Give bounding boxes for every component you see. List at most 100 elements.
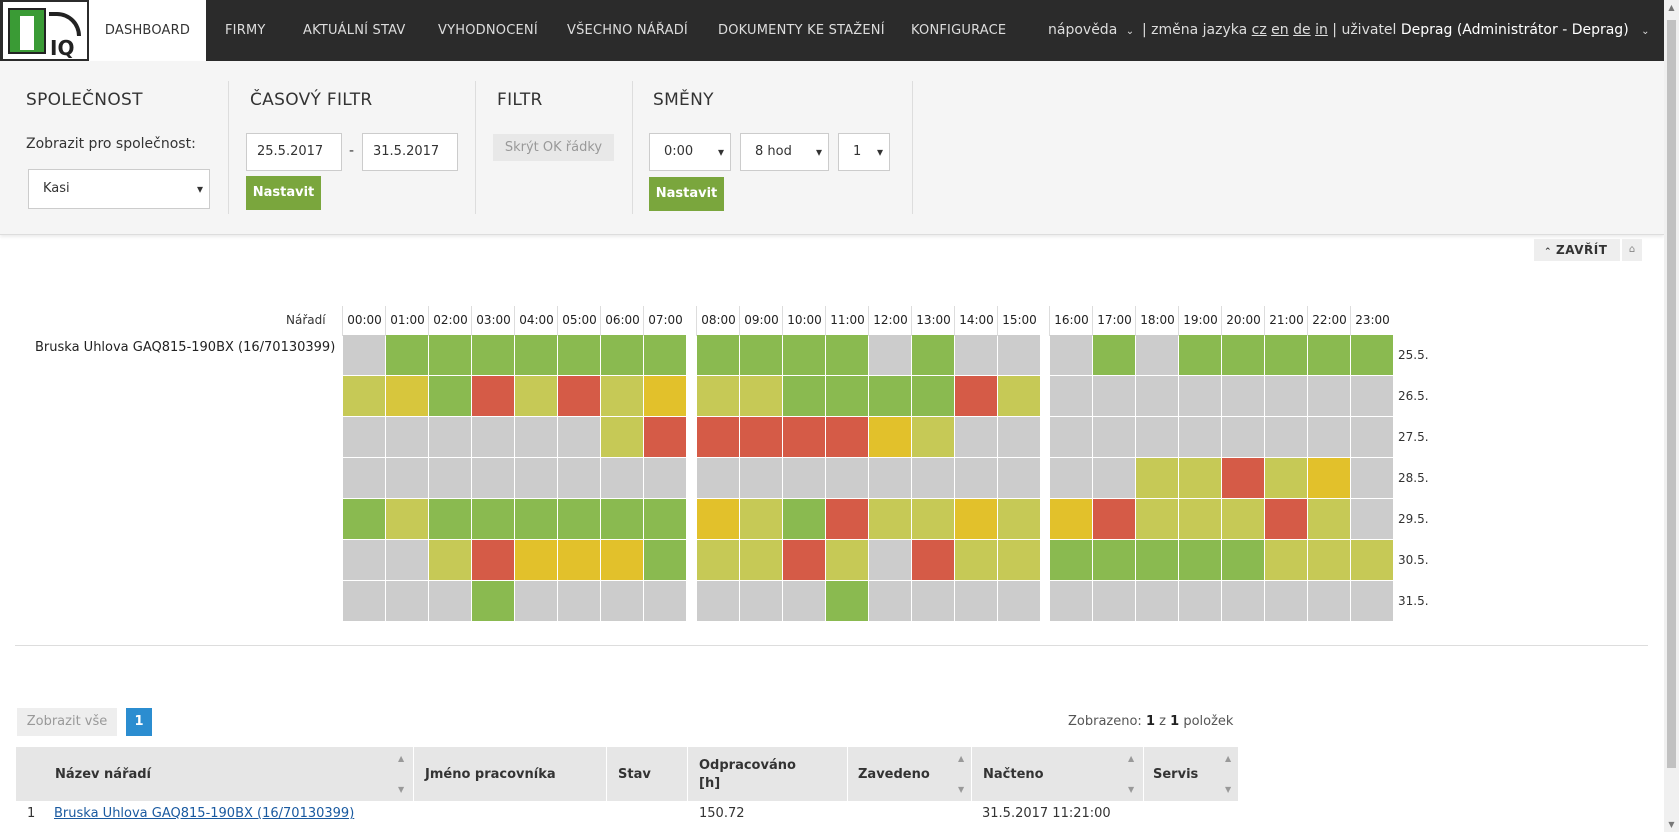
heatmap-cell[interactable] xyxy=(740,540,782,580)
heatmap-cell[interactable] xyxy=(1308,376,1350,416)
heatmap-cell[interactable] xyxy=(472,335,514,375)
heatmap-cell[interactable] xyxy=(740,417,782,457)
date-from-input[interactable]: 25.5.2017 xyxy=(246,133,342,171)
page-1-button[interactable]: 1 xyxy=(126,708,152,736)
heatmap-cell[interactable] xyxy=(472,417,514,457)
heatmap-cell[interactable] xyxy=(826,335,868,375)
nav-item-konfigurace[interactable]: KONFIGURACE xyxy=(911,23,1007,38)
shift-count-select[interactable]: 1 xyxy=(838,133,890,171)
heatmap-cell[interactable] xyxy=(1179,581,1221,621)
heatmap-cell[interactable] xyxy=(429,458,471,498)
sort-up-icon[interactable]: ▲ xyxy=(398,754,405,763)
heatmap-cell[interactable] xyxy=(869,417,911,457)
heatmap-cell[interactable] xyxy=(783,581,825,621)
heatmap-cell[interactable] xyxy=(1222,417,1264,457)
scroll-down-icon[interactable]: ▼ xyxy=(1668,820,1675,829)
heatmap-cell[interactable] xyxy=(783,335,825,375)
heatmap-cell[interactable] xyxy=(955,540,997,580)
heatmap-cell[interactable] xyxy=(998,376,1040,416)
heatmap-cell[interactable] xyxy=(826,581,868,621)
heatmap-cell[interactable] xyxy=(1265,417,1307,457)
heatmap-cell[interactable] xyxy=(1308,499,1350,539)
heatmap-cell[interactable] xyxy=(515,540,557,580)
scroll-up-icon[interactable]: ▲ xyxy=(1668,3,1675,12)
heatmap-cell[interactable] xyxy=(1179,417,1221,457)
heatmap-cell[interactable] xyxy=(998,499,1040,539)
heatmap-cell[interactable] xyxy=(515,581,557,621)
heatmap-cell[interactable] xyxy=(644,458,686,498)
heatmap-cell[interactable] xyxy=(697,376,739,416)
heatmap-cell[interactable] xyxy=(740,335,782,375)
heatmap-cell[interactable] xyxy=(558,417,600,457)
heatmap-cell[interactable] xyxy=(343,417,385,457)
heatmap-cell[interactable] xyxy=(697,581,739,621)
heatmap-cell[interactable] xyxy=(697,335,739,375)
heatmap-cell[interactable] xyxy=(601,376,643,416)
heatmap-cell[interactable] xyxy=(998,540,1040,580)
heatmap-cell[interactable] xyxy=(912,581,954,621)
heatmap-cell[interactable] xyxy=(1179,458,1221,498)
lang-link-de[interactable]: de xyxy=(1293,22,1311,38)
heatmap-cell[interactable] xyxy=(1179,540,1221,580)
heatmap-cell[interactable] xyxy=(1136,581,1178,621)
heatmap-cell[interactable] xyxy=(783,458,825,498)
heatmap-cell[interactable] xyxy=(1093,540,1135,580)
heatmap-cell[interactable] xyxy=(740,458,782,498)
heatmap-cell[interactable] xyxy=(1265,581,1307,621)
heatmap-cell[interactable] xyxy=(558,376,600,416)
heatmap-cell[interactable] xyxy=(343,499,385,539)
heatmap-cell[interactable] xyxy=(1308,581,1350,621)
heatmap-cell[interactable] xyxy=(998,335,1040,375)
heatmap-cell[interactable] xyxy=(912,458,954,498)
heatmap-cell[interactable] xyxy=(601,417,643,457)
heatmap-cell[interactable] xyxy=(601,499,643,539)
heatmap-cell[interactable] xyxy=(869,540,911,580)
heatmap-cell[interactable] xyxy=(740,376,782,416)
heatmap-cell[interactable] xyxy=(1050,499,1092,539)
column-header-service[interactable]: Servis xyxy=(1153,767,1199,782)
shifts-set-button[interactable]: Nastavit xyxy=(649,177,724,211)
heatmap-cell[interactable] xyxy=(1179,335,1221,375)
heatmap-cell[interactable] xyxy=(429,581,471,621)
heatmap-cell[interactable] xyxy=(343,540,385,580)
heatmap-cell[interactable] xyxy=(1308,335,1350,375)
heatmap-cell[interactable] xyxy=(1351,335,1393,375)
help-menu[interactable]: nápověda ⌄ xyxy=(1048,0,1134,61)
heatmap-cell[interactable] xyxy=(869,581,911,621)
user-chevron-down-icon[interactable]: ⌄ xyxy=(1641,26,1650,37)
heatmap-cell[interactable] xyxy=(955,376,997,416)
shift-length-select[interactable]: 8 hod xyxy=(740,133,829,171)
heatmap-cell[interactable] xyxy=(1050,581,1092,621)
heatmap-cell[interactable] xyxy=(1050,335,1092,375)
heatmap-cell[interactable] xyxy=(912,499,954,539)
column-header-worked[interactable]: Odpracováno [h] xyxy=(699,757,796,811)
heatmap-cell[interactable] xyxy=(1093,458,1135,498)
heatmap-cell[interactable] xyxy=(429,540,471,580)
heatmap-cell[interactable] xyxy=(644,540,686,580)
heatmap-cell[interactable] xyxy=(1351,417,1393,457)
heatmap-cell[interactable] xyxy=(783,417,825,457)
heatmap-cell[interactable] xyxy=(1351,499,1393,539)
heatmap-cell[interactable] xyxy=(644,335,686,375)
heatmap-cell[interactable] xyxy=(1179,499,1221,539)
heatmap-cell[interactable] xyxy=(429,417,471,457)
heatmap-cell[interactable] xyxy=(472,376,514,416)
heatmap-cell[interactable] xyxy=(1136,376,1178,416)
nav-item-aktualni-stav[interactable]: AKTUÁLNÍ STAV xyxy=(303,23,406,38)
heatmap-cell[interactable] xyxy=(644,376,686,416)
heatmap-cell[interactable] xyxy=(826,499,868,539)
heatmap-cell[interactable] xyxy=(826,376,868,416)
heatmap-cell[interactable] xyxy=(869,376,911,416)
heatmap-cell[interactable] xyxy=(740,499,782,539)
heatmap-cell[interactable] xyxy=(515,335,557,375)
lang-link-in[interactable]: in xyxy=(1315,22,1328,38)
heatmap-cell[interactable] xyxy=(697,499,739,539)
scrollbar-thumb[interactable] xyxy=(1667,20,1676,768)
heatmap-cell[interactable] xyxy=(955,581,997,621)
heatmap-cell[interactable] xyxy=(1136,417,1178,457)
heatmap-cell[interactable] xyxy=(429,499,471,539)
heatmap-cell[interactable] xyxy=(955,458,997,498)
column-header-introduced[interactable]: Zavedeno xyxy=(858,767,930,782)
heatmap-cell[interactable] xyxy=(1308,458,1350,498)
heatmap-cell[interactable] xyxy=(343,335,385,375)
